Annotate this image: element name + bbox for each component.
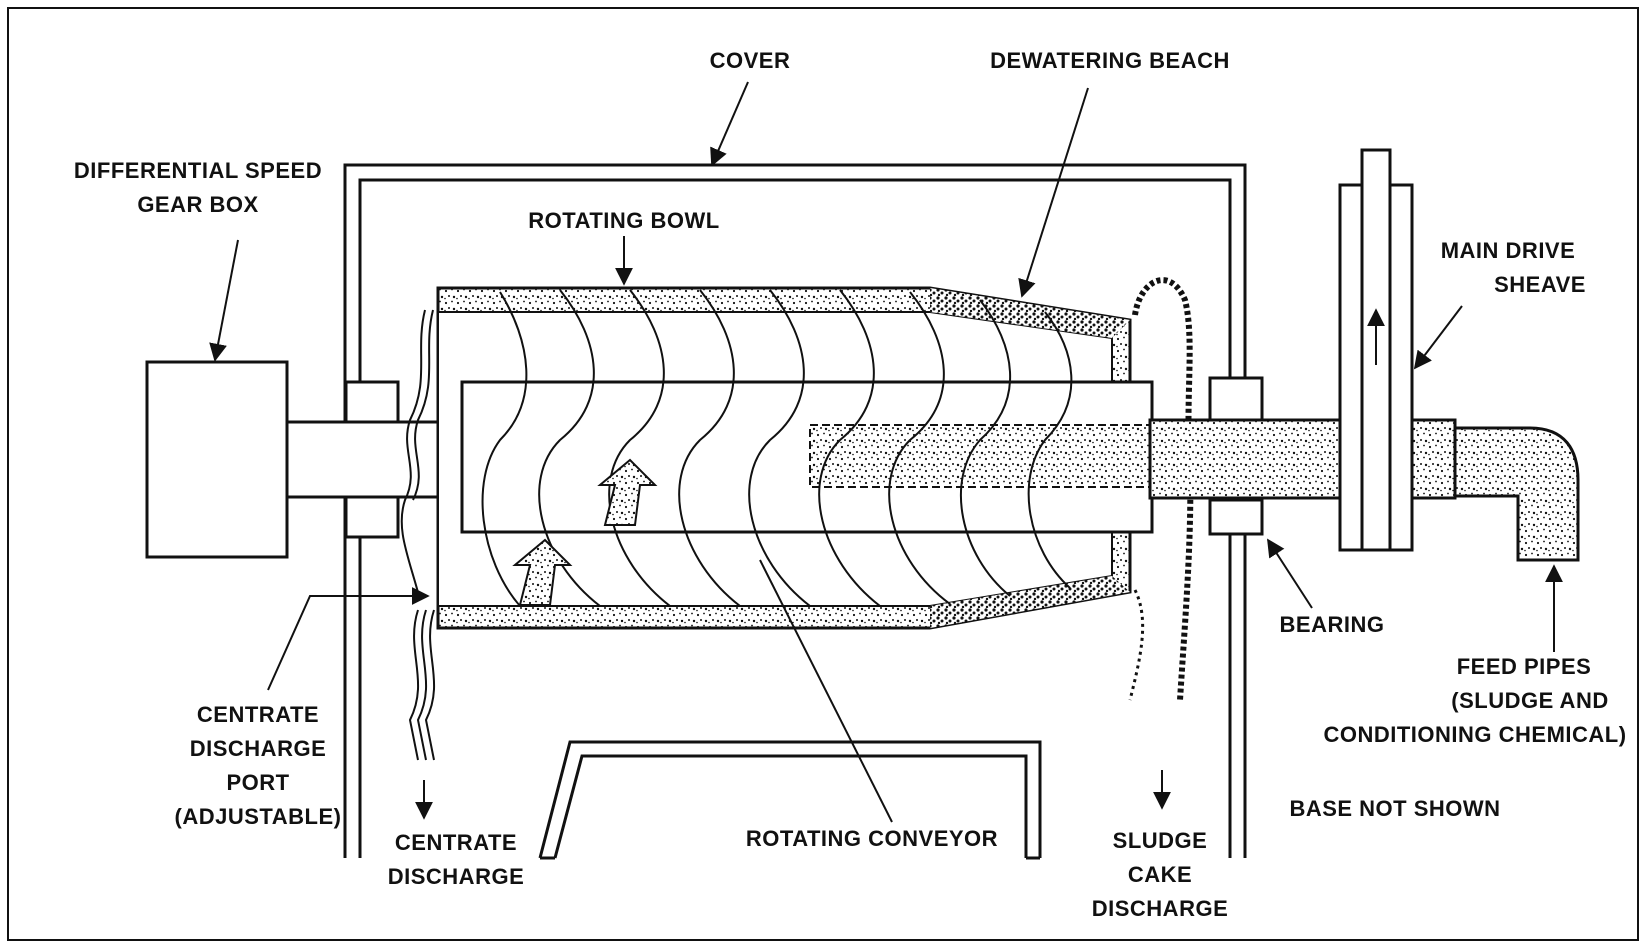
label-dewatering-beach: DEWATERING BEACH xyxy=(990,48,1230,73)
label-sludge-cake-line2: CAKE xyxy=(1128,862,1192,887)
gear-box xyxy=(145,360,289,559)
label-centrate-discharge-line1: CENTRATE xyxy=(395,830,517,855)
leader-bearing xyxy=(1267,538,1313,609)
main-drive-sheave xyxy=(1338,148,1414,552)
right-bearing-top xyxy=(1208,376,1264,422)
feed-core xyxy=(809,424,1151,488)
leader-main-drive xyxy=(1413,305,1463,370)
left-bearing-top xyxy=(344,380,400,424)
label-bearing: BEARING xyxy=(1280,612,1385,637)
label-gear-box-line1: DIFFERENTIAL SPEED xyxy=(74,158,322,183)
flow-arrow-2 xyxy=(597,458,658,526)
label-sludge-cake-line1: SLUDGE xyxy=(1113,828,1208,853)
label-feed-line2: (SLUDGE AND xyxy=(1451,688,1608,713)
label-feed-line1: FEED PIPES xyxy=(1457,654,1592,679)
label-rotating-conveyor: ROTATING CONVEYOR xyxy=(746,826,998,851)
leader-gear-box xyxy=(209,239,239,362)
label-gear-box-line2: GEAR BOX xyxy=(137,192,258,217)
label-centrate-port-line3: PORT xyxy=(226,770,289,795)
base-frame xyxy=(538,740,1042,860)
leader-dewatering-beach xyxy=(1018,87,1089,298)
screw-flights xyxy=(481,289,1073,607)
label-sludge-cake-line3: DISCHARGE xyxy=(1092,896,1229,921)
label-centrate-port-line2: DISCHARGE xyxy=(190,736,327,761)
label-base-not-shown: BASE NOT SHOWN xyxy=(1289,796,1500,821)
figure-border xyxy=(7,7,1639,941)
right-bearing-bottom xyxy=(1208,498,1264,536)
leader-centrate-port xyxy=(267,587,430,691)
label-main-drive-line2: SHEAVE xyxy=(1494,272,1586,297)
label-centrate-discharge-line2: DISCHARGE xyxy=(388,864,525,889)
leader-rotating-conveyor xyxy=(759,559,893,823)
label-main-drive-line1: MAIN DRIVE xyxy=(1441,238,1576,263)
label-cover: COVER xyxy=(710,48,791,73)
centrate-flow-lines xyxy=(400,309,436,761)
feed-pipe xyxy=(1453,426,1580,562)
leader-cover xyxy=(710,81,749,167)
flow-arrow-1 xyxy=(512,538,573,606)
label-rotating-bowl: ROTATING BOWL xyxy=(528,208,719,233)
left-shaft xyxy=(285,420,459,499)
label-centrate-port-line4: (ADJUSTABLE) xyxy=(175,804,342,829)
left-bearing-bottom xyxy=(344,495,400,539)
label-centrate-port-line1: CENTRATE xyxy=(197,702,319,727)
label-feed-line3: CONDITIONING CHEMICAL) xyxy=(1323,722,1626,747)
sludge-cake-flow xyxy=(1128,277,1194,701)
